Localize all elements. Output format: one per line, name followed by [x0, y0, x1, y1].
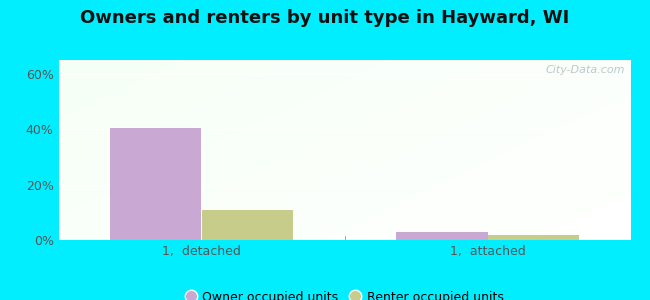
- Bar: [396, 232, 488, 240]
- Text: Owners and renters by unit type in Hayward, WI: Owners and renters by unit type in Haywa…: [81, 9, 569, 27]
- Text: City-Data.com: City-Data.com: [545, 65, 625, 75]
- Bar: [488, 235, 579, 240]
- Bar: [110, 128, 202, 240]
- Legend: Owner occupied units, Renter occupied units: Owner occupied units, Renter occupied un…: [181, 286, 508, 300]
- Bar: [202, 209, 293, 240]
